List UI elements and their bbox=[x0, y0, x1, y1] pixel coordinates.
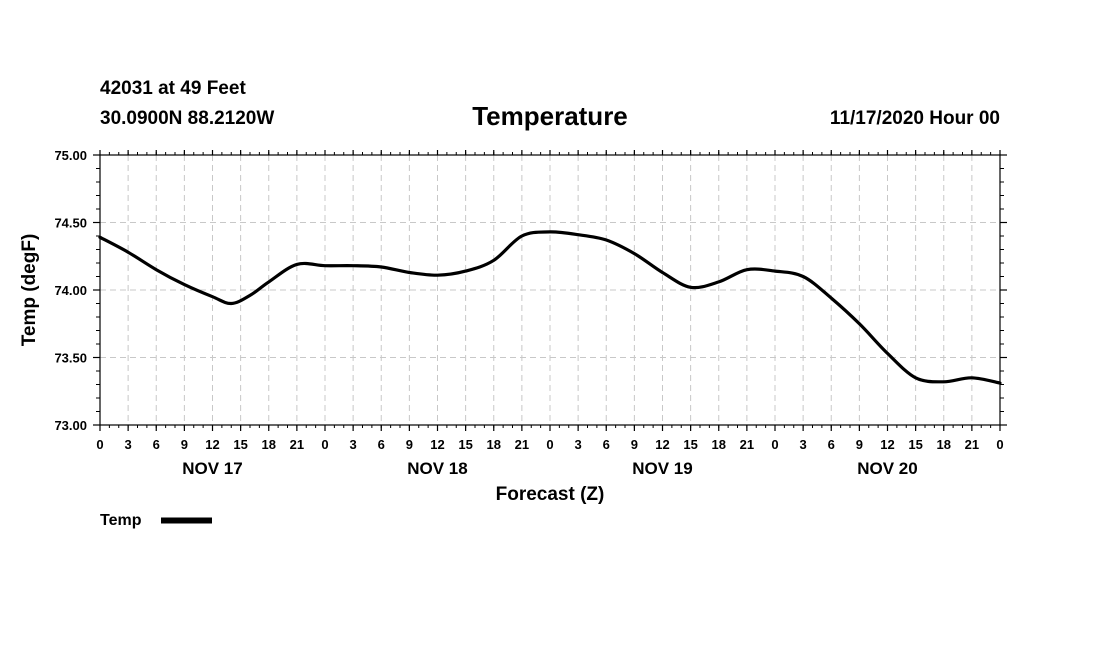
y-tick-label: 73.50 bbox=[54, 351, 87, 366]
x-tick-label: 9 bbox=[856, 437, 863, 452]
x-tick-label: 12 bbox=[430, 437, 444, 452]
day-label: NOV 20 bbox=[857, 459, 917, 478]
x-tick-label: 9 bbox=[406, 437, 413, 452]
x-tick-label: 15 bbox=[458, 437, 472, 452]
legend: Temp bbox=[100, 512, 212, 529]
x-tick-label: 0 bbox=[546, 437, 553, 452]
y-tick-label: 74.00 bbox=[54, 283, 87, 298]
day-label: NOV 18 bbox=[407, 459, 467, 478]
x-tick-label: 6 bbox=[153, 437, 160, 452]
x-tick-label: 21 bbox=[515, 437, 529, 452]
chart-title: Temperature bbox=[472, 101, 628, 131]
ticks-layer bbox=[93, 150, 1007, 431]
x-tick-label: 9 bbox=[631, 437, 638, 452]
x-tick-label: 15 bbox=[908, 437, 922, 452]
y-axis-title: Temp (degF) bbox=[19, 234, 40, 347]
x-tick-label: 0 bbox=[996, 437, 1003, 452]
x-tick-label: 3 bbox=[575, 437, 582, 452]
grid-layer bbox=[100, 155, 1000, 425]
x-tick-label: 15 bbox=[233, 437, 247, 452]
x-tick-label: 3 bbox=[125, 437, 132, 452]
x-tick-label: 6 bbox=[828, 437, 835, 452]
x-axis-title: Forecast (Z) bbox=[496, 484, 605, 505]
run-label: 11/17/2020 Hour 00 bbox=[830, 108, 1000, 129]
x-tick-label: 6 bbox=[378, 437, 385, 452]
x-tick-labels: 0 3 6 9 12 15 18 21 0 3 6 9 12 15 18 21 0 3 6 9 12 15 18 21 0 3 6 9… bbox=[96, 437, 1003, 452]
x-tick-label: 18 bbox=[262, 437, 276, 452]
x-tick-label: 18 bbox=[487, 437, 501, 452]
x-tick-label: 21 bbox=[290, 437, 304, 452]
x-tick-label: 12 bbox=[655, 437, 669, 452]
y-tick-labels: 73.00 73.50 74.00 74.50 75.00 bbox=[54, 148, 87, 433]
x-tick-label: 0 bbox=[321, 437, 328, 452]
x-tick-label: 15 bbox=[683, 437, 697, 452]
x-tick-label: 21 bbox=[740, 437, 754, 452]
day-label: NOV 19 bbox=[632, 459, 692, 478]
station-label: 42031 at 49 Feet bbox=[100, 78, 246, 99]
x-tick-label: 18 bbox=[937, 437, 951, 452]
day-label: NOV 17 bbox=[182, 459, 242, 478]
day-labels: NOV 17 NOV 18 NOV 19 NOV 20 bbox=[182, 459, 917, 478]
x-tick-label: 12 bbox=[205, 437, 219, 452]
x-tick-label: 18 bbox=[712, 437, 726, 452]
x-tick-label: 6 bbox=[603, 437, 610, 452]
legend-label: Temp bbox=[100, 512, 142, 529]
x-tick-label: 0 bbox=[771, 437, 778, 452]
y-tick-label: 74.50 bbox=[54, 216, 87, 231]
x-tick-label: 21 bbox=[965, 437, 979, 452]
y-tick-label: 75.00 bbox=[54, 148, 87, 163]
x-tick-label: 12 bbox=[880, 437, 894, 452]
coords-label: 30.0900N 88.2120W bbox=[100, 108, 274, 129]
x-tick-label: 0 bbox=[96, 437, 103, 452]
x-tick-label: 3 bbox=[800, 437, 807, 452]
series-line-temp bbox=[98, 230, 1002, 385]
x-tick-label: 3 bbox=[350, 437, 357, 452]
y-tick-label: 73.00 bbox=[54, 418, 87, 433]
x-tick-label: 9 bbox=[181, 437, 188, 452]
